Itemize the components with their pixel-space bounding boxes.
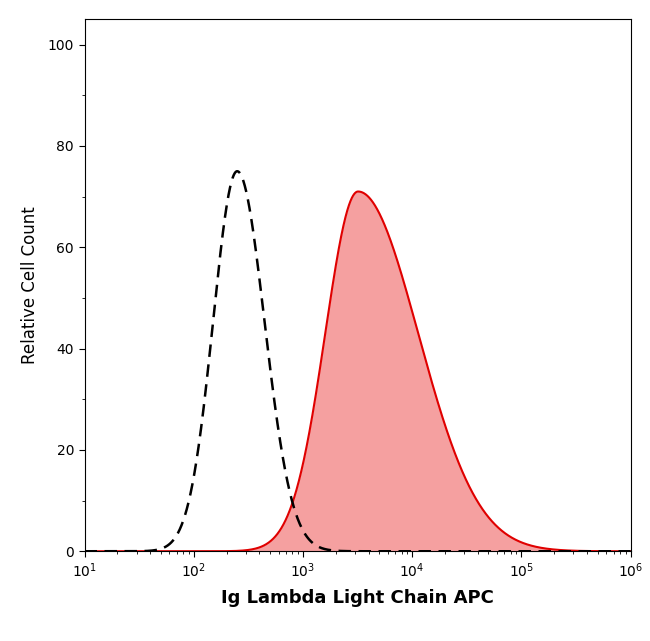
Y-axis label: Relative Cell Count: Relative Cell Count bbox=[21, 206, 40, 364]
X-axis label: Ig Lambda Light Chain APC: Ig Lambda Light Chain APC bbox=[221, 588, 494, 606]
